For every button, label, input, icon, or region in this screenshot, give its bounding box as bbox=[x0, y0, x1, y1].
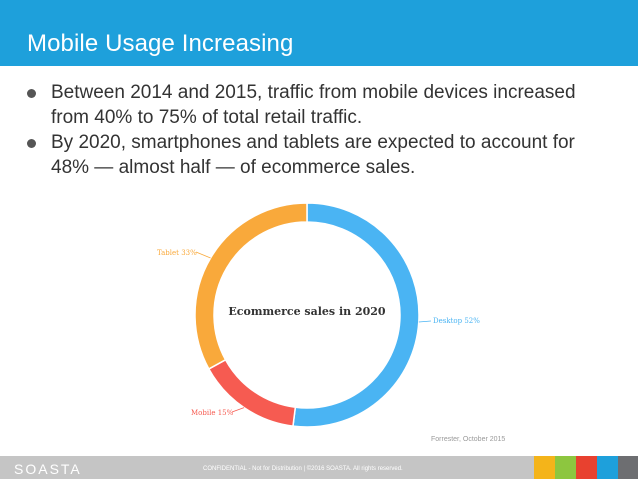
leader-line-tablet bbox=[195, 251, 211, 259]
donut-chart: Ecommerce sales in 2020 Desktop 52% Mobi… bbox=[157, 202, 480, 428]
bullet-item: By 2020, smartphones and tablets are exp… bbox=[0, 130, 638, 180]
bullet-list: Between 2014 and 2015, traffic from mobi… bbox=[0, 80, 638, 180]
bullet-text: By 2020, smartphones and tablets are exp… bbox=[51, 132, 575, 178]
leader-line-mobile bbox=[231, 407, 245, 413]
slice-label-mobile: Mobile 15% bbox=[191, 409, 234, 417]
bullet-text: Between 2014 and 2015, traffic from mobi… bbox=[51, 82, 576, 128]
bullet-item: Between 2014 and 2015, traffic from mobi… bbox=[0, 80, 638, 130]
footer-bar bbox=[0, 456, 638, 479]
color-swatches bbox=[534, 456, 638, 479]
chart-source: Forrester, October 2015 bbox=[431, 436, 506, 443]
color-swatch bbox=[534, 456, 555, 479]
slice-label-desktop: Desktop 52% bbox=[433, 317, 480, 325]
leader-line-desktop bbox=[418, 320, 432, 323]
slice-label-tablet: Tablet 33% bbox=[157, 249, 197, 257]
title-bar bbox=[0, 0, 638, 66]
color-swatch bbox=[618, 456, 638, 479]
chart-title: Ecommerce sales in 2020 bbox=[228, 305, 386, 318]
color-swatch bbox=[597, 456, 618, 479]
color-swatch bbox=[555, 456, 576, 479]
slide-title: Mobile Usage Increasing bbox=[27, 30, 294, 57]
leader-lines bbox=[195, 251, 432, 413]
slice-tablet bbox=[194, 202, 308, 370]
slice-group bbox=[194, 202, 420, 428]
company-logo: SOASTA bbox=[14, 461, 82, 477]
bullet-dot-icon bbox=[27, 139, 36, 148]
bullet-dot-icon bbox=[27, 89, 36, 98]
footer-legal-text: CONFIDENTIAL - Not for Distribution | ©2… bbox=[203, 466, 403, 472]
color-swatch bbox=[576, 456, 597, 479]
